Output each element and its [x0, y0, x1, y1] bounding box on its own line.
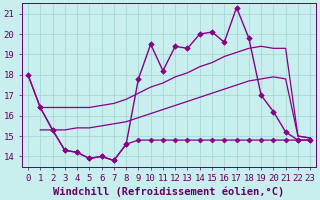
X-axis label: Windchill (Refroidissement éolien,°C): Windchill (Refroidissement éolien,°C): [53, 186, 285, 197]
